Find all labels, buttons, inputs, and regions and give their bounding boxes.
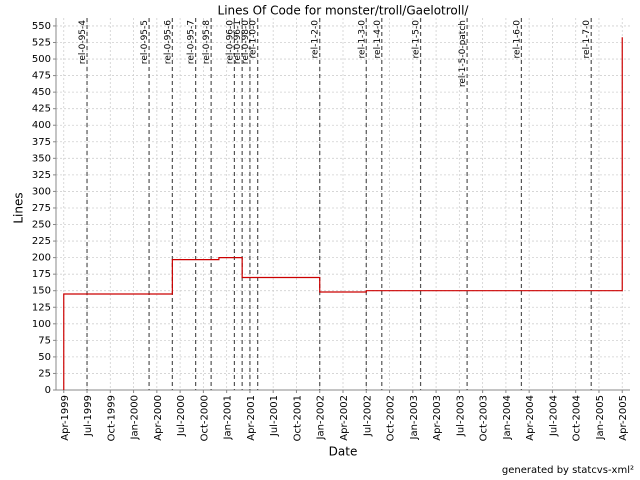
x-tick-label: Oct-2002 [386, 395, 397, 441]
y-tick-label: 425 [32, 104, 51, 115]
x-tick-label: Oct-2004 [572, 395, 583, 441]
y-tick-label: 150 [32, 286, 51, 297]
y-tick-label: 100 [32, 319, 51, 330]
release-label: rel-0-95-6 [163, 20, 173, 64]
release-label: rel-1-0-0 [249, 20, 259, 59]
release-label: rel-1-2-0 [311, 20, 321, 59]
x-tick-label: Apr-2003 [432, 395, 443, 441]
y-tick-label: 175 [32, 269, 51, 280]
x-tick-label: Apr-2004 [525, 395, 536, 441]
y-tick-label: 125 [32, 302, 51, 313]
y-tick-label: 250 [32, 220, 51, 231]
x-tick-label: Apr-1999 [60, 395, 71, 441]
y-tick-label: 475 [32, 71, 51, 82]
x-tick-label: Apr-2000 [153, 395, 164, 441]
y-tick-label: 400 [32, 120, 51, 131]
x-tick-label: Jan-2000 [130, 395, 141, 440]
x-tick-label: Jul-2001 [269, 395, 280, 437]
x-tick-label: Jan-2001 [223, 395, 234, 440]
release-label: rel-0-95-4 [78, 20, 88, 64]
data-line [63, 37, 623, 390]
x-tick-label: Apr-2005 [618, 395, 629, 441]
y-tick-label: 350 [32, 153, 51, 164]
release-label: rel-1-5-0 [412, 20, 422, 59]
y-tick-label: 375 [32, 137, 51, 148]
release-label: rel-1-6-0 [512, 20, 522, 59]
x-tick-label: Apr-2001 [246, 395, 257, 441]
y-tick-label: 0 [45, 385, 51, 396]
y-tick-label: 450 [32, 87, 51, 98]
release-label: rel-0-96-0 [225, 20, 235, 64]
y-tick-label: 300 [32, 186, 51, 197]
y-tick-label: 75 [38, 335, 51, 346]
release-label: rel-1-7-0 [582, 20, 592, 59]
x-tick-label: Jan-2003 [409, 395, 420, 440]
y-tick-label: 25 [38, 368, 51, 379]
x-tick-label: Jan-2004 [502, 395, 513, 440]
y-tick-label: 500 [32, 54, 51, 65]
y-axis-title: Lines [12, 192, 26, 223]
x-tick-label: Jul-2000 [176, 395, 187, 437]
release-label: rel-0-95-8 [202, 20, 212, 64]
release-label: rel-0-98-0 [241, 20, 251, 64]
x-tick-label: Oct-1999 [106, 395, 117, 441]
release-label: rel-1-5-0-patch [458, 20, 468, 87]
y-tick-label: 50 [38, 352, 51, 363]
x-tick-label: Jan-2002 [316, 395, 327, 440]
y-tick-label: 550 [32, 21, 51, 32]
release-label: rel-1-3-0 [357, 20, 367, 59]
x-tick-label: Oct-2000 [199, 395, 210, 441]
x-tick-label: Jul-2002 [362, 395, 373, 437]
y-tick-label: 200 [32, 253, 51, 264]
release-label: rel-0-95-5 [140, 20, 150, 64]
release-label: rel-1-4-0 [373, 20, 383, 59]
y-tick-label: 525 [32, 37, 51, 48]
y-tick-label: 325 [32, 170, 51, 181]
x-tick-label: Jul-2004 [548, 395, 559, 437]
release-label: rel-0-95-7 [187, 20, 197, 64]
x-tick-label: Jul-2003 [455, 395, 466, 437]
y-tick-label: 225 [32, 236, 51, 247]
x-tick-label: Apr-2002 [339, 395, 350, 441]
x-tick-label: Jan-2005 [595, 395, 606, 440]
release-label: rel-0-96-1 [233, 20, 243, 64]
chart-title: Lines Of Code for monster/troll/Gaelotro… [218, 4, 470, 18]
x-axis-title: Date [329, 445, 358, 459]
y-tick-label: 275 [32, 203, 51, 214]
footer-note: generated by statcvs-xml² [502, 465, 634, 476]
x-tick-label: Oct-2001 [292, 395, 303, 441]
x-tick-label: Jul-1999 [83, 395, 94, 437]
x-tick-label: Oct-2003 [479, 395, 490, 441]
